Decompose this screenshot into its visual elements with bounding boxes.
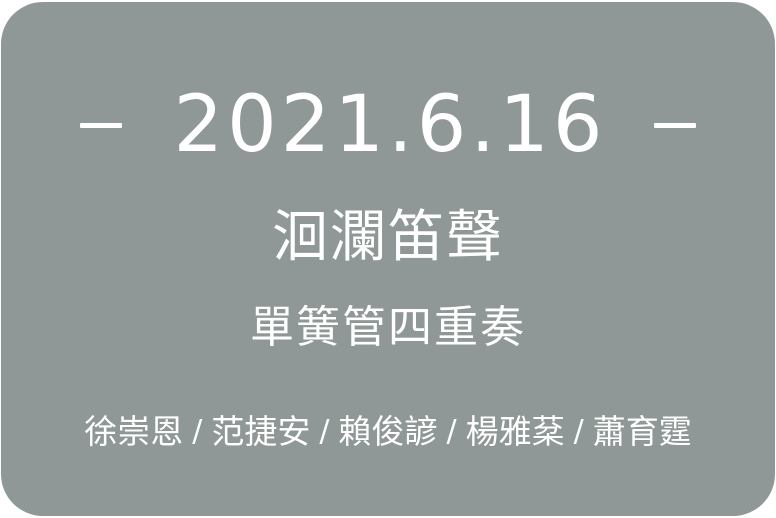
date-row: 2021.6.16 [1,80,775,170]
performer-name: 賴俊諺 [338,412,438,451]
performer-name: 范捷安 [211,412,311,451]
performer-list: 徐崇恩 / 范捷安 / 賴俊諺 / 楊雅棻 / 蕭育霆 [1,408,775,456]
event-title: 洄瀾笛聲 [272,205,504,270]
separator: / [319,414,330,449]
event-subtitle: 單簧管四重奏 [250,302,526,353]
separator: / [192,414,203,449]
performer-name: 蕭育霆 [592,412,692,451]
separator: / [446,414,457,449]
performer-name: 徐崇恩 [84,412,184,451]
separator: / [573,414,584,449]
left-dash-decoration [79,122,122,128]
performer-name: 楊雅棻 [465,412,565,451]
right-dash-decoration [654,122,697,128]
event-date: 2021.6.16 [173,80,607,170]
